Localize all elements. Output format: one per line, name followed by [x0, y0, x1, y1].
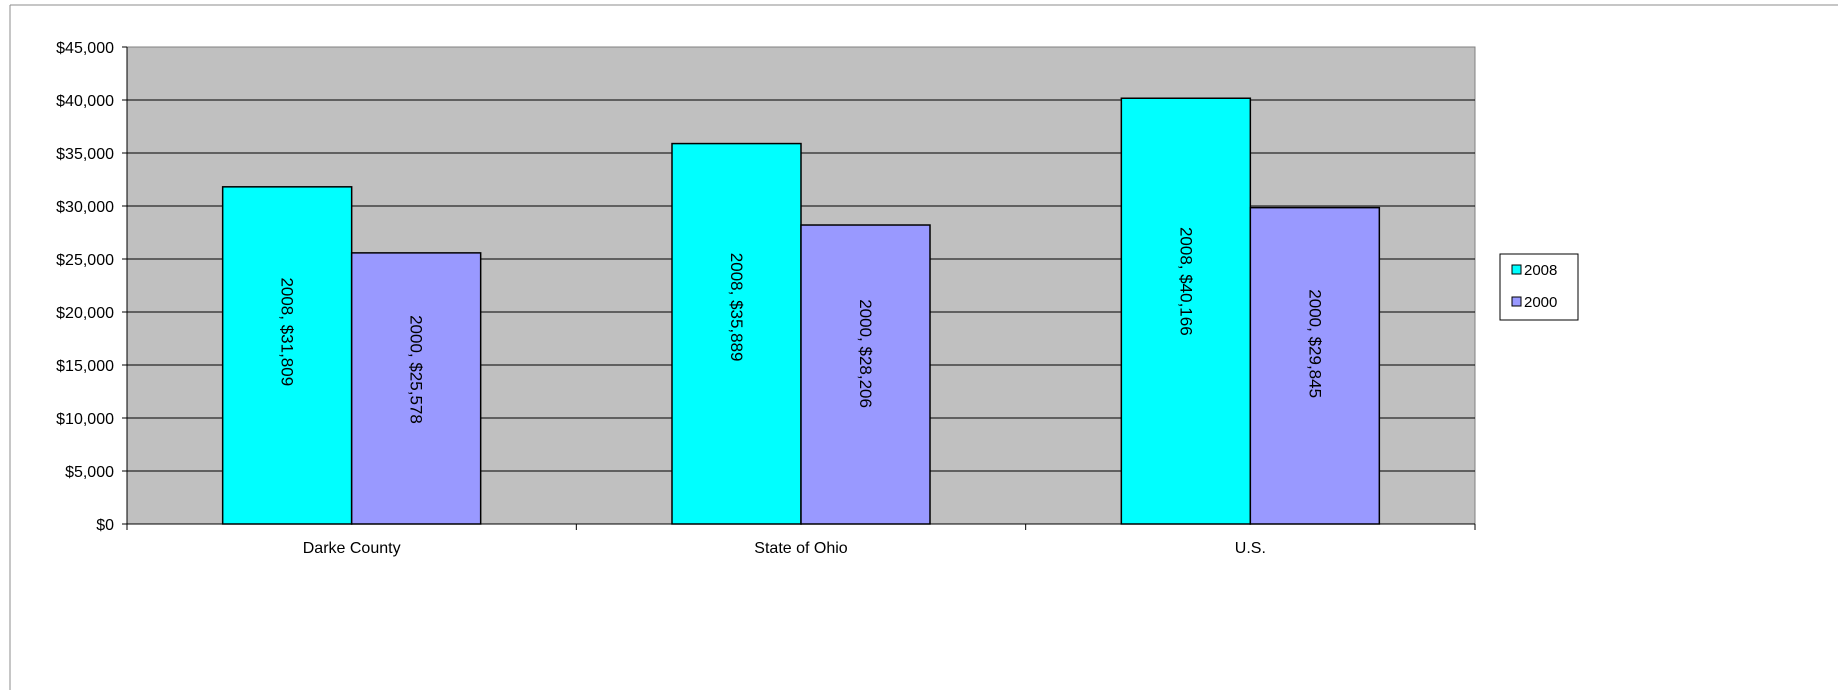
legend-label-2008: 2008: [1524, 262, 1557, 279]
x-category-label: U.S.: [1235, 540, 1266, 557]
x-category-label: State of Ohio: [754, 540, 847, 557]
bar-2008-0: [221, 186, 353, 525]
y-axis-ticks: $0 $5,000 $10,000 $15,000 $20,000 $25,000 $30,…: [56, 40, 127, 534]
data-labels: 2008, $31,809 2000, $25,578 2008, $35,889 2…: [278, 227, 1325, 424]
data-label: 2008, $31,809: [278, 277, 297, 386]
y-tick-label: $0: [96, 517, 114, 534]
data-label: 2008, $35,889: [727, 253, 746, 362]
legend: 2008 2000: [1499, 253, 1579, 321]
y-tick-label: $5,000: [65, 464, 114, 481]
y-tick-label: $40,000: [56, 93, 114, 110]
data-label: 2008, $40,166: [1176, 227, 1195, 336]
data-label: 2000, $25,578: [407, 315, 426, 424]
data-label: 2000, $29,845: [1305, 289, 1324, 398]
bar-2008-2: [1120, 97, 1252, 525]
legend-label-2000: 2000: [1524, 294, 1557, 311]
data-label: 2000, $28,206: [856, 299, 875, 408]
y-tick-label: $35,000: [56, 146, 114, 163]
y-tick-label: $25,000: [56, 252, 114, 269]
y-tick-label: $45,000: [56, 40, 114, 57]
legend-swatch-2008: [1511, 264, 1522, 275]
legend-swatch-2000: [1511, 296, 1522, 307]
x-axis-ticks: Darke County State of Ohio U.S.: [126, 524, 1476, 557]
y-tick-label: $30,000: [56, 199, 114, 216]
y-tick-label: $10,000: [56, 411, 114, 428]
y-tick-label: $15,000: [56, 358, 114, 375]
bar-2000-2: [1249, 206, 1381, 525]
bar-2000-1: [800, 224, 931, 525]
y-tick-label: $20,000: [56, 305, 114, 322]
bars: [221, 97, 1381, 525]
bar-2000-0: [350, 252, 482, 525]
x-category-label: Darke County: [303, 540, 401, 557]
bar-2008-1: [671, 142, 802, 525]
